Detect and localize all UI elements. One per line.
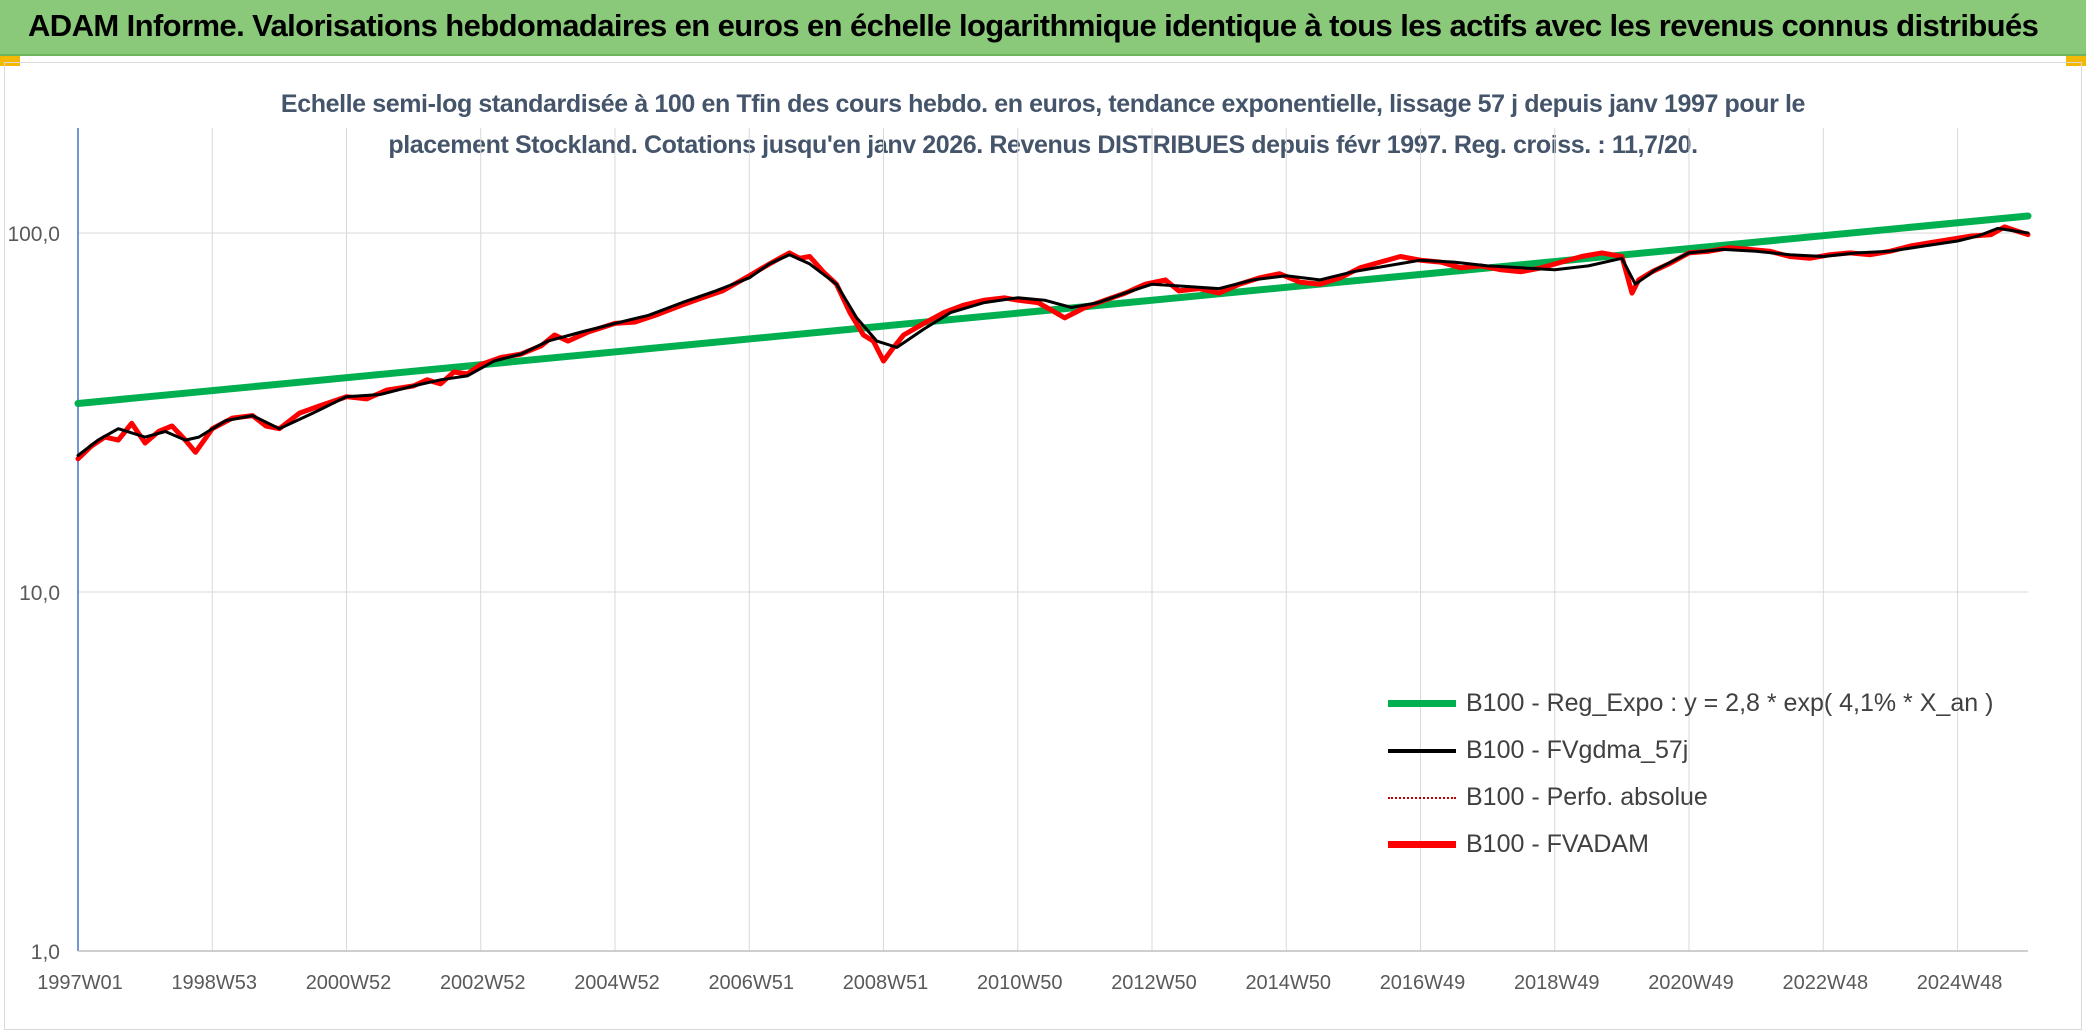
corner-accent-right <box>2066 56 2086 66</box>
legend-swatch <box>1388 748 1456 753</box>
legend-item-fvadam: B100 - FVADAM <box>1388 821 1993 868</box>
corner-accent-left <box>0 56 20 66</box>
legend-swatch <box>1388 841 1456 848</box>
x-tick-label: 2016W49 <box>1380 972 1466 994</box>
legend-label: B100 - Perfo. absolue <box>1466 783 1708 811</box>
x-tick-label: 2014W50 <box>1245 972 1331 994</box>
y-tick-label: 100,0 <box>7 223 60 246</box>
series-line-fvadam <box>75 224 2031 462</box>
x-tick-label: 2018W49 <box>1514 972 1600 994</box>
y-tick-label: 10,0 <box>19 582 60 605</box>
x-tick-label: 2002W52 <box>440 972 526 994</box>
legend-label: B100 - Reg_Expo : y = 2,8 * exp( 4,1% * … <box>1466 689 1994 717</box>
subtitle-line-2: placement Stockland. Cotations jusqu'en … <box>388 131 1698 159</box>
legend-swatch <box>1388 796 1456 799</box>
subtitle-line-1: Echelle semi-log standardisée à 100 en T… <box>280 90 1806 118</box>
x-tick-label: 1997W01 <box>37 972 123 994</box>
x-tick-label: 2010W50 <box>977 972 1063 994</box>
banner-title: ADAM Informe. Valorisations hebdomadaire… <box>28 8 2039 43</box>
legend-label: B100 - FVADAM <box>1466 830 1649 858</box>
legend-item-smoothed: B100 - FVgdma_57j <box>1388 727 1993 774</box>
chart-frame <box>4 62 2082 1030</box>
legend-swatch <box>1388 700 1456 707</box>
x-tick-label: 1998W53 <box>171 972 257 994</box>
x-tick-label: 2006W51 <box>708 972 794 994</box>
legend-item-regression: B100 - Reg_Expo : y = 2,8 * exp( 4,1% * … <box>1388 680 1993 727</box>
x-tick-label: 2024W48 <box>1917 972 2003 994</box>
series-line-smoothed <box>76 226 2030 457</box>
x-tick-label: 2020W49 <box>1648 972 1734 994</box>
chart-subtitle: Echelle semi-log standardisée à 100 en T… <box>0 84 2086 166</box>
x-tick-label: 2022W48 <box>1782 972 1868 994</box>
x-tick-label: 2000W52 <box>306 972 392 994</box>
x-tick-label: 2012W50 <box>1111 972 1197 994</box>
x-tick-label: 2004W52 <box>574 972 660 994</box>
y-tick-label: 1,0 <box>31 941 60 964</box>
x-tick-label: 2008W51 <box>843 972 929 994</box>
title-banner: ADAM Informe. Valorisations hebdomadaire… <box>0 0 2086 56</box>
legend-label: B100 - FVgdma_57j <box>1466 736 1689 764</box>
legend-item-absolute: B100 - Perfo. absolue <box>1388 774 1993 821</box>
chart-legend: B100 - Reg_Expo : y = 2,8 * exp( 4,1% * … <box>1388 680 1993 868</box>
